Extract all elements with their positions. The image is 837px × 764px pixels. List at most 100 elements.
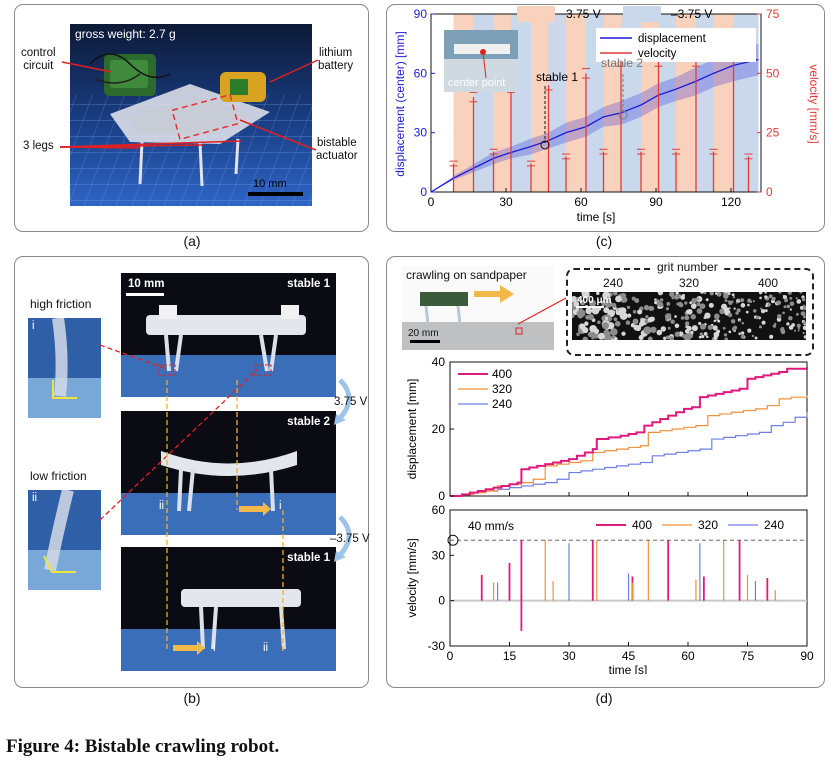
callout-bistable-line1: bistable <box>316 137 357 149</box>
grit-particle <box>690 303 697 309</box>
grit-particle <box>728 300 733 305</box>
grit-particle <box>705 335 709 338</box>
grit-particle <box>700 292 704 294</box>
grit-particle <box>764 295 768 299</box>
grit-particle <box>704 312 711 319</box>
grit-particle <box>604 316 609 320</box>
grit-particle <box>777 314 782 318</box>
y-left-tick-label-0: 0 <box>420 185 427 199</box>
grit-particle <box>791 323 795 327</box>
grit-particle <box>771 296 775 300</box>
grit-particle <box>615 295 622 303</box>
grit-particle <box>802 325 806 331</box>
chart-d-top-ylabel: displacement [mm] <box>405 379 419 480</box>
callout-control-line2: circuit <box>23 60 54 72</box>
callout-legs: 3 legs <box>23 140 54 152</box>
grit-particle <box>780 327 785 332</box>
robot-stable1-bottom <box>121 547 336 671</box>
grit-particle <box>632 318 639 325</box>
grit-particle <box>585 307 593 315</box>
grit-particle <box>786 304 791 309</box>
grit-particle <box>802 321 806 325</box>
grit-particle <box>674 315 677 318</box>
grit-particle <box>728 307 731 310</box>
grit-particle <box>741 321 745 325</box>
displacement-line-400 <box>450 367 808 497</box>
x-tick-label-30: 30 <box>499 195 513 209</box>
grit-particle <box>759 307 763 310</box>
grit-particle <box>582 336 589 340</box>
grit-particle <box>669 292 675 297</box>
figure-caption: Figure 4: Bistable crawling robot. <box>6 736 280 757</box>
d-x-tick-label-45: 45 <box>622 649 636 663</box>
crawling-label: crawling on sandpaper <box>406 268 527 282</box>
displacement-line <box>430 58 759 193</box>
grit-particle <box>674 331 680 337</box>
grit-particle <box>752 300 755 303</box>
grit-particle <box>796 323 801 328</box>
stage-photo-2: stable 2 ii i <box>121 411 336 535</box>
roman-i-stage3: i <box>213 642 216 654</box>
grit-particle <box>654 301 658 305</box>
d-bot-y-tick-label-30: 30 <box>432 548 446 562</box>
legend-bot-320: 320 <box>698 518 718 532</box>
annotation-stable-2-marker <box>618 110 628 120</box>
voltage-label-pos: 3.75 V <box>334 396 368 408</box>
grit-particle <box>768 294 773 299</box>
grit-particle <box>667 326 671 330</box>
grit-particle <box>592 332 599 339</box>
leg-closeup-ii <box>28 490 101 590</box>
grit-particle <box>684 301 688 305</box>
callout-control-circuit: control circuit <box>21 47 56 73</box>
scale-label-b: 10 mm <box>128 278 165 290</box>
roman-ii-stage3: ii <box>263 642 269 654</box>
legend-negative-band-label: –3.75 V <box>671 7 712 21</box>
grit-particle <box>761 320 766 325</box>
voltage-label-neg: –3.75 V <box>330 533 370 545</box>
grit-particle <box>604 330 610 337</box>
roman-i-stage2: i <box>279 500 282 512</box>
grit-particle <box>723 333 728 337</box>
high-friction-label: high friction <box>30 297 92 311</box>
grit-particle <box>722 326 726 330</box>
grit-particle <box>733 307 736 310</box>
grit-particle <box>740 331 745 335</box>
chart-d-bot-ylabel: velocity [mm/s] <box>405 538 419 617</box>
grit-particle <box>647 336 653 340</box>
grit-particle <box>699 303 706 309</box>
grit-particle <box>581 292 589 296</box>
grit-particle <box>735 311 739 315</box>
grit-particle <box>684 329 690 334</box>
grit-particle <box>673 294 680 300</box>
grit-particle <box>613 317 618 322</box>
grit-particle <box>802 305 806 311</box>
x-tick-label-0: 0 <box>428 195 435 209</box>
x-tick-label-120: 120 <box>721 195 741 209</box>
d-bot-y-tick-label--30: -30 <box>428 639 446 653</box>
legend-top-400: 400 <box>492 367 512 381</box>
grit-particle <box>625 320 631 325</box>
grit-particle <box>664 313 672 320</box>
grit-particle <box>758 292 763 295</box>
grit-particle <box>714 313 720 320</box>
grit-particle <box>801 297 806 302</box>
grit-particle <box>747 328 752 333</box>
grit-particle <box>659 298 664 302</box>
grit-particle <box>696 308 703 314</box>
grit-particle <box>731 293 735 297</box>
grit-particle <box>737 298 740 301</box>
grit-particle <box>740 334 745 339</box>
grit-particle <box>789 296 793 300</box>
callout-control-line1: control <box>21 47 56 59</box>
grit-particle <box>772 324 777 328</box>
y-right-tick-label-25: 25 <box>766 126 780 140</box>
grit-particle <box>747 298 752 303</box>
grit-particle <box>579 300 586 306</box>
grit-particle <box>643 304 650 311</box>
roman-ii-stage2: ii <box>159 500 165 512</box>
grit-particle <box>758 325 762 329</box>
state-label-1: stable 1 <box>287 278 330 290</box>
grit-particle <box>703 292 707 295</box>
d-x-tick-label-60: 60 <box>681 649 695 663</box>
